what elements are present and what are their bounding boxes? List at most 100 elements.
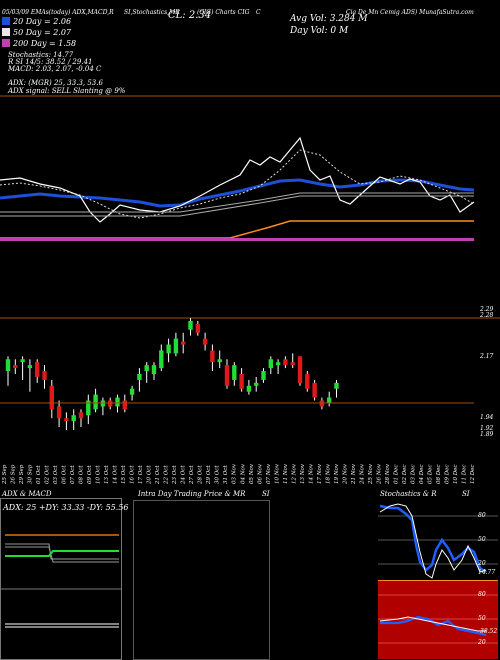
stoch-axis-20: 20 (478, 560, 486, 567)
orange-line (0, 220, 474, 239)
x-tick-label: 25 Sep (2, 464, 8, 485)
candle-body (5, 359, 11, 372)
x-tick-label: 20 Nov (342, 463, 348, 485)
stoch-panel-title: Stochastics & R (380, 490, 437, 498)
candle-body (159, 350, 164, 369)
candles-group (5, 318, 339, 430)
candle-body (93, 394, 98, 410)
ema-dotted-line (0, 149, 475, 219)
rsi-readout: R SI 14/5: 38.52 / 29.41 (8, 58, 93, 66)
x-tick-label: 25 Nov (368, 463, 374, 485)
x-tick-label: 03 Nov (232, 463, 238, 484)
candle-body (71, 415, 76, 422)
price-label-6: 1.89 (480, 431, 494, 438)
candle-body (42, 371, 47, 380)
x-tick-label: 19 Nov (334, 463, 340, 484)
legend-ema200: 200 Day = 1.58 (2, 39, 76, 48)
x-tick-label: 05 Dec (427, 465, 433, 485)
candle-body (239, 374, 244, 389)
legend-ema20: 20 Day = 2.06 (2, 17, 71, 26)
ema200-swatch (2, 39, 10, 47)
x-tick-label: 12 Nov (291, 463, 297, 484)
symbol-label: (CIG) Charts CIG (197, 9, 250, 16)
x-tick-label: 09 Oct (87, 465, 93, 484)
x-tick-label: 31 Oct (223, 465, 229, 484)
x-tick-label: 20 Oct (147, 465, 153, 485)
price-line (0, 136, 475, 223)
stochastics-readout: Stochastics: 14.77 (8, 51, 74, 59)
company-name: Cia De Mn Cemig ADS) MunafaSutra.com (346, 9, 474, 16)
x-tick-label: 26 Nov (376, 463, 382, 485)
ema200-line (0, 238, 474, 241)
candle-body (173, 338, 179, 354)
candle-body (20, 359, 25, 363)
candle-body (261, 371, 266, 380)
candle-body (64, 418, 69, 422)
candle-body (56, 406, 62, 419)
candle-body (327, 397, 332, 404)
candle-body (13, 365, 18, 369)
legend-ema50: 50 Day = 2.07 (2, 28, 71, 37)
candle-body (334, 382, 339, 389)
close-label: CL: 2.34 (168, 10, 212, 21)
x-tick-label: 10 Nov (274, 463, 280, 484)
day-vol: Day Vol: 0 M (290, 26, 349, 36)
x-tick-label: 21 Oct (155, 465, 161, 485)
candle-body (268, 359, 273, 369)
adx-readout-2: ADX signal: SELL Slanting @ 9% (8, 87, 126, 95)
candle-body (122, 400, 127, 410)
x-tick-label: 08 Oct (79, 465, 85, 484)
adx-panel: ADX: 25 +DY: 33.33 -DY: 55.56 (0, 498, 129, 660)
x-tick-label: 12 Dec (470, 465, 476, 485)
candle-body (246, 385, 252, 392)
price-label-2: 2.28 (480, 312, 494, 319)
x-tick-label: 21 Nov (351, 463, 357, 485)
x-tick-label: 02 Dec (402, 465, 408, 485)
x-tick-label: 03 Dec (410, 465, 416, 485)
candle-body (181, 341, 186, 345)
candle-body (195, 323, 200, 333)
x-tick-label: 14 Oct (113, 465, 119, 484)
rsi-axis-50: 50 (478, 615, 486, 622)
candle-body (254, 382, 259, 386)
candle-body (275, 362, 281, 366)
stoch-axis-50: 50 (478, 536, 486, 543)
candle-body (144, 365, 149, 372)
candle-body (129, 388, 135, 395)
candle-body (115, 397, 120, 407)
x-tick-label: 24 Oct (181, 465, 187, 485)
macd-readout: MACD: 2.03, 2.07, -0.04 C (8, 65, 102, 73)
candle-body (78, 412, 84, 419)
x-tick-label: 29 Oct (206, 465, 212, 485)
candle-body (49, 385, 54, 410)
x-tick-label: 13 Oct (104, 465, 110, 484)
x-tick-label: 01 Dec (393, 465, 399, 485)
rsi-lines (378, 594, 498, 644)
x-tick-label: 18 Nov (325, 463, 331, 484)
header-mid: SI,Stochastics,MR (124, 9, 180, 16)
x-tick-label: 30 Sep (28, 464, 34, 484)
stoch-value: 14.77 (478, 569, 496, 576)
x-tick-label: 14 Nov (308, 463, 314, 484)
x-tick-label: 26 Sep (11, 464, 17, 485)
rsi-axis-80: 80 (478, 591, 486, 598)
candle-body (217, 359, 222, 363)
ema50-line-b (0, 195, 474, 217)
x-tick-label: 11 Nov (283, 463, 289, 484)
symbol-c: C (256, 9, 261, 16)
x-tick-label: 16 Oct (130, 465, 136, 484)
rsi-axis-20: 20 (478, 639, 486, 646)
rsi-value: 38.52 (480, 628, 498, 635)
price-label-4: 1.94 (480, 414, 494, 421)
price-label-3: 2.17 (480, 353, 494, 360)
candle-body (27, 365, 33, 369)
x-tick-label: 24 Nov (359, 463, 365, 485)
x-tick-label: 03 Oct (53, 465, 59, 484)
candle-body (232, 365, 237, 380)
x-tick-label: 22 Oct (164, 465, 170, 485)
x-tick-label: 13 Nov (300, 463, 306, 484)
x-tick-label: 08 Dec (436, 465, 442, 485)
intraday-title: Intra Day Trading Price & MR (138, 490, 246, 498)
x-tick-label: 04 Nov (240, 463, 246, 484)
ema20-swatch (2, 17, 10, 25)
